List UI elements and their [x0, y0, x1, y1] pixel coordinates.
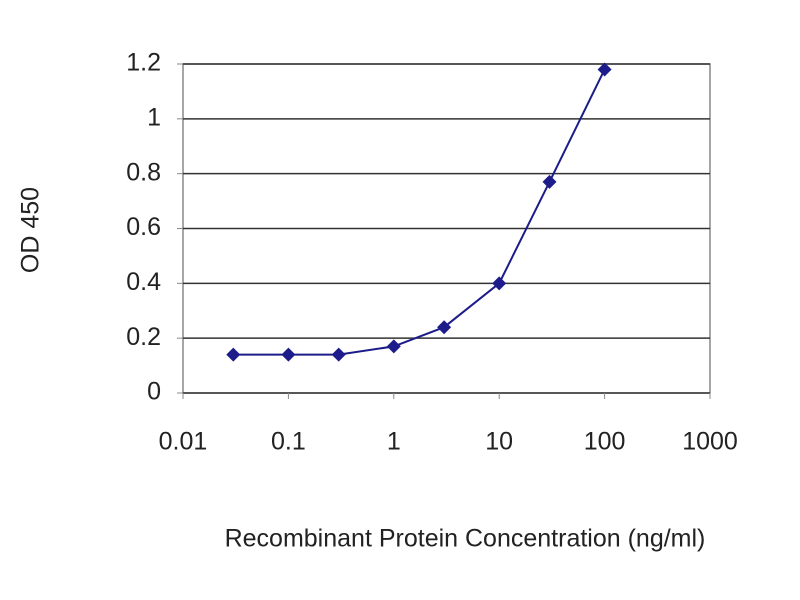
x-tick-label: 10 [485, 428, 513, 456]
data-line [233, 69, 606, 356]
x-tick-label: 0.01 [159, 428, 208, 456]
data-point [281, 347, 296, 362]
x-tick-label: 0.1 [271, 428, 306, 456]
y-axis-title: OD 450 [17, 187, 45, 273]
y-tick-label: 0.4 [126, 268, 161, 296]
y-tick-label: 0.2 [126, 323, 161, 351]
x-tick-label: 1 [387, 428, 401, 456]
data-point [597, 62, 612, 77]
x-tick-label: 100 [584, 428, 626, 456]
y-tick-label: 1 [147, 103, 161, 131]
data-point [437, 320, 452, 335]
data-point [542, 174, 557, 189]
y-tick-label: 0.6 [126, 213, 161, 241]
data-point [386, 339, 401, 354]
y-tick-label: 1.2 [126, 49, 161, 77]
data-point [492, 276, 507, 291]
y-tick-label: 0.8 [126, 158, 161, 186]
x-axis-title: Recombinant Protein Concentration (ng/ml… [225, 525, 706, 553]
x-tick-label: 1000 [682, 428, 738, 456]
data-point [226, 347, 241, 362]
data-point [331, 347, 346, 362]
y-tick-label: 0 [147, 378, 161, 406]
